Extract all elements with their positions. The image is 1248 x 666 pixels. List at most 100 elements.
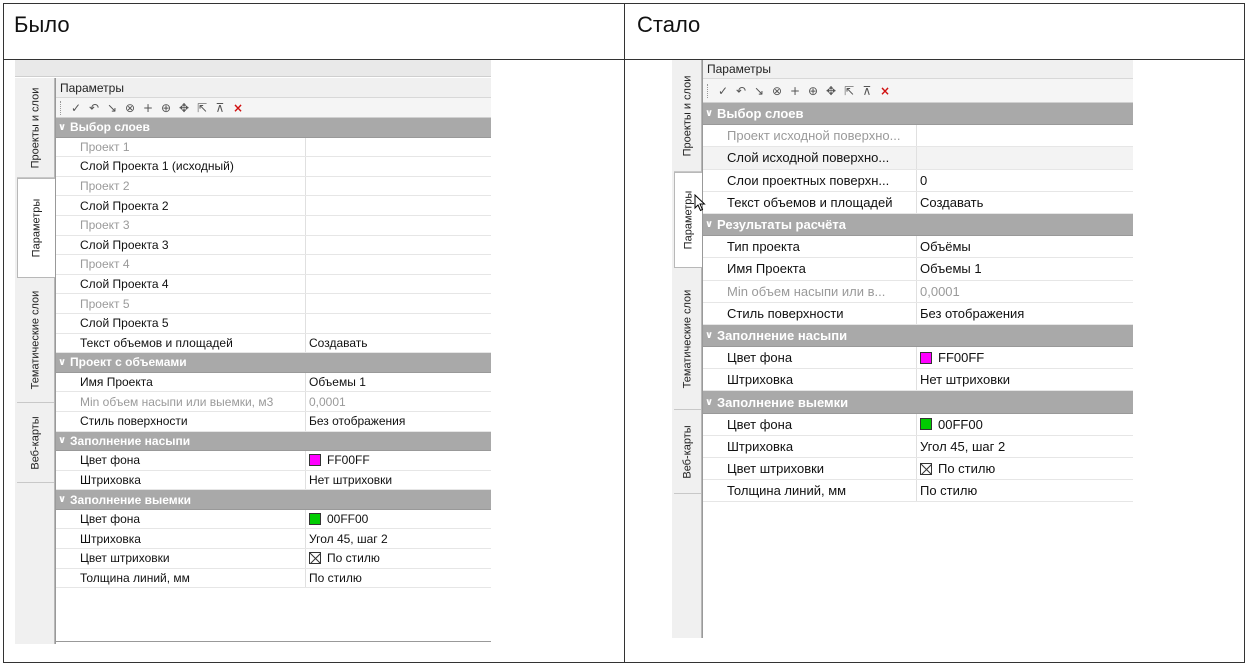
close-icon[interactable]: × bbox=[879, 83, 891, 98]
property-value[interactable] bbox=[306, 236, 309, 255]
undo-icon[interactable]: ↶ bbox=[735, 83, 747, 98]
category-header[interactable]: ∨ Результаты расчёта bbox=[703, 213, 1133, 237]
chevron-down-icon[interactable]: ∨ bbox=[58, 356, 67, 368]
select-layer-icon[interactable]: ↘ bbox=[753, 83, 765, 98]
property-row[interactable]: Цвет фона FF00FF bbox=[56, 451, 491, 471]
property-value[interactable]: FF00FF bbox=[306, 451, 370, 470]
property-value[interactable] bbox=[917, 125, 920, 146]
property-value[interactable] bbox=[306, 275, 309, 294]
property-value[interactable] bbox=[306, 255, 309, 274]
property-value[interactable] bbox=[306, 294, 309, 313]
property-row[interactable]: Проект 2 bbox=[56, 176, 491, 197]
property-value[interactable]: По стилю bbox=[306, 569, 362, 588]
chevron-down-icon[interactable]: ∨ bbox=[705, 329, 714, 341]
chevron-down-icon[interactable]: ∨ bbox=[705, 108, 714, 120]
property-row[interactable]: Стиль поверхности Без отображения bbox=[56, 411, 491, 432]
property-row[interactable]: Слои проектных поверхн... 0 bbox=[703, 169, 1133, 192]
property-value[interactable]: Угол 45, шаг 2 bbox=[306, 529, 388, 548]
check-icon[interactable]: ✓ bbox=[717, 83, 729, 98]
side-tab[interactable]: Тематические слои bbox=[674, 268, 701, 410]
property-value[interactable] bbox=[306, 196, 309, 215]
property-value[interactable]: Объемы 1 bbox=[917, 258, 982, 279]
property-row[interactable]: Проект исходной поверхно... bbox=[703, 125, 1133, 148]
property-row[interactable]: Слой Проекта 4 bbox=[56, 274, 491, 295]
property-row[interactable]: Min объем насыпи или в... 0,0001 bbox=[703, 280, 1133, 303]
chevron-down-icon[interactable]: ∨ bbox=[58, 494, 67, 506]
move-icon[interactable]: ⊕ bbox=[160, 100, 172, 115]
property-value[interactable]: Нет штриховки bbox=[917, 369, 1010, 390]
category-header[interactable]: ∨ Проект с объемами bbox=[56, 353, 491, 373]
property-value[interactable]: По стилю bbox=[917, 480, 977, 501]
select-layer-icon[interactable]: ↘ bbox=[106, 100, 118, 115]
move-icon[interactable]: ⊕ bbox=[807, 83, 819, 98]
property-row[interactable]: Стиль поверхности Без отображения bbox=[703, 302, 1133, 325]
property-value[interactable]: Создавать bbox=[917, 192, 983, 213]
clear-icon[interactable]: ⊗ bbox=[124, 100, 136, 115]
property-row[interactable]: Слой Проекта 1 (исходный) bbox=[56, 157, 491, 177]
property-value[interactable] bbox=[306, 216, 309, 235]
property-value[interactable] bbox=[917, 147, 920, 168]
pointer-icon[interactable]: ⇱ bbox=[843, 83, 855, 98]
property-row[interactable]: Текст объемов и площадей Создавать bbox=[56, 333, 491, 354]
property-row[interactable]: Толщина линий, мм По стилю bbox=[703, 480, 1133, 503]
chevron-down-icon[interactable]: ∨ bbox=[58, 121, 67, 133]
chevron-down-icon[interactable]: ∨ bbox=[705, 396, 714, 408]
distribute-icon[interactable]: ⊼ bbox=[215, 100, 225, 115]
property-value[interactable] bbox=[306, 157, 309, 176]
property-row[interactable]: Цвет фона 00FF00 bbox=[703, 413, 1133, 436]
distribute-icon[interactable]: ⊼ bbox=[862, 83, 872, 98]
property-row[interactable]: Цвет штриховки По стилю bbox=[56, 549, 491, 569]
pan-icon[interactable]: ✥ bbox=[825, 83, 837, 98]
property-row[interactable]: Текст объемов и площадей Создавать bbox=[703, 191, 1133, 214]
property-value[interactable]: FF00FF bbox=[917, 347, 984, 368]
property-row[interactable]: Штриховка Угол 45, шаг 2 bbox=[56, 529, 491, 550]
property-value[interactable]: Создавать bbox=[306, 334, 368, 353]
category-header[interactable]: ∨ Заполнение выемки bbox=[56, 490, 491, 510]
side-tab[interactable]: Параметры bbox=[674, 172, 702, 268]
property-row[interactable]: Штриховка Угол 45, шаг 2 bbox=[703, 435, 1133, 458]
chevron-down-icon[interactable]: ∨ bbox=[705, 219, 714, 231]
property-value[interactable]: 00FF00 bbox=[306, 510, 368, 529]
category-header[interactable]: ∨ Заполнение насыпи bbox=[703, 324, 1133, 348]
property-row[interactable]: Цвет штриховки По стилю bbox=[703, 458, 1133, 481]
property-value[interactable] bbox=[306, 138, 309, 157]
side-tab[interactable]: Параметры bbox=[17, 178, 55, 278]
property-value[interactable]: 0 bbox=[917, 170, 927, 191]
property-row[interactable]: Проект 3 bbox=[56, 215, 491, 236]
pan-icon[interactable]: ✥ bbox=[178, 100, 190, 115]
category-header[interactable]: ∨ Заполнение выемки bbox=[703, 391, 1133, 414]
property-value[interactable]: Угол 45, шаг 2 bbox=[917, 436, 1005, 457]
property-row[interactable]: Имя Проекта Объемы 1 bbox=[703, 258, 1133, 281]
property-row[interactable]: Имя Проекта Объемы 1 bbox=[56, 372, 491, 393]
property-row[interactable]: Тип проекта Объёмы bbox=[703, 236, 1133, 259]
property-value[interactable]: Нет штриховки bbox=[306, 471, 392, 490]
property-row[interactable]: Проект 1 bbox=[56, 137, 491, 158]
property-row[interactable]: Слой исходной поверхно... bbox=[703, 147, 1133, 170]
property-row[interactable]: Проект 5 bbox=[56, 294, 491, 314]
property-value[interactable]: Без отображения bbox=[306, 412, 405, 431]
property-value[interactable]: 0,0001 bbox=[306, 392, 346, 411]
chevron-down-icon[interactable]: ∨ bbox=[58, 435, 67, 447]
property-value[interactable]: Без отображения bbox=[917, 303, 1024, 324]
property-value[interactable]: 00FF00 bbox=[917, 414, 983, 435]
property-value[interactable]: По стилю bbox=[917, 458, 995, 479]
undo-icon[interactable]: ↶ bbox=[88, 100, 100, 115]
clear-icon[interactable]: ⊗ bbox=[771, 83, 783, 98]
category-header[interactable]: ∨ Выбор слоев bbox=[703, 103, 1133, 126]
side-tab[interactable]: Веб-карты bbox=[17, 403, 54, 483]
property-row[interactable]: Слой Проекта 5 bbox=[56, 313, 491, 334]
property-row[interactable]: Слой Проекта 2 bbox=[56, 196, 491, 216]
side-tab[interactable]: Тематические слои bbox=[17, 278, 54, 403]
property-value[interactable]: 0,0001 bbox=[917, 281, 960, 302]
side-tab[interactable]: Проекты и слои bbox=[17, 78, 54, 178]
property-row[interactable]: Min объем насыпи или выемки, м3 0,0001 bbox=[56, 392, 491, 412]
side-tab[interactable]: Проекты и слои bbox=[674, 60, 701, 172]
add-icon[interactable]: + bbox=[142, 100, 154, 115]
property-row[interactable]: Цвет фона FF00FF bbox=[703, 347, 1133, 370]
property-row[interactable]: Толщина линий, мм По стилю bbox=[56, 568, 491, 589]
property-row[interactable]: Проект 4 bbox=[56, 255, 491, 275]
property-row[interactable]: Цвет фона 00FF00 bbox=[56, 509, 491, 530]
property-value[interactable]: Объёмы bbox=[917, 236, 971, 257]
close-icon[interactable]: × bbox=[232, 100, 244, 115]
property-row[interactable]: Штриховка Нет штриховки bbox=[56, 470, 491, 491]
